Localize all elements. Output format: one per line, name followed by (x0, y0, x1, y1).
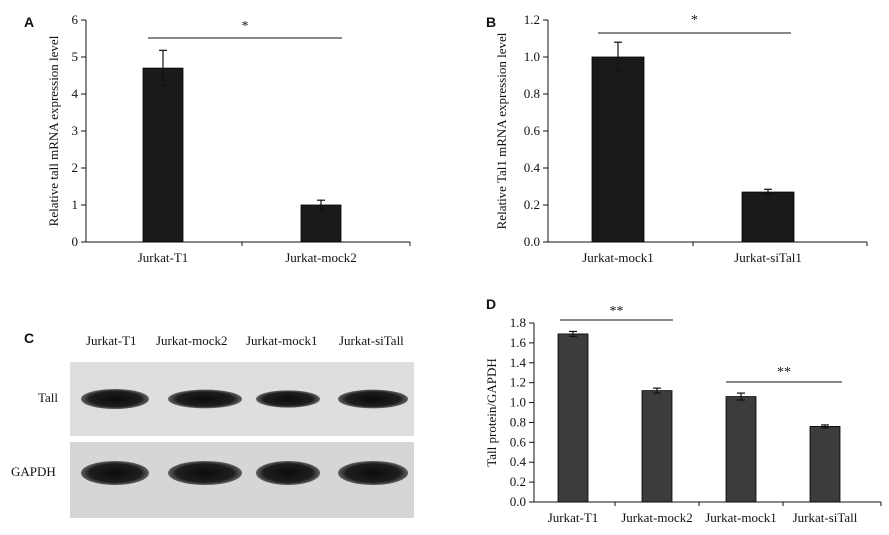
y-tick-label: 1.6 (510, 335, 527, 350)
y-tick-label: 0.6 (510, 434, 527, 449)
y-tick-label: 1.4 (510, 355, 527, 370)
y-tick-label: 1.0 (524, 49, 540, 64)
chart-panel-d: 0.0 0.2 0.4 0.6 0.8 1.0 1.2 1.4 1.6 1.8 Jurkat-T1 J… (484, 304, 882, 525)
x-category-label: Jurkat-mock1 (582, 250, 653, 265)
y-axis-label: Relative Tal1 mRNA expression level (494, 32, 509, 229)
x-category-label: Jurkat-siTall (793, 510, 858, 525)
bar (557, 333, 589, 503)
y-tick-label: 0.4 (510, 454, 527, 469)
blot-lane-label: Jurkat-siTall (339, 333, 404, 348)
panel-letter-c: C (24, 330, 35, 346)
blot-band (81, 461, 149, 485)
bar (641, 390, 673, 503)
y-tick-label: 1.2 (524, 12, 540, 27)
y-tick-label: 0.8 (510, 414, 526, 429)
y-tick-label: 4 (72, 86, 79, 101)
y-tick-label: 1.0 (510, 395, 526, 410)
y-tick-label: 1.8 (510, 315, 526, 330)
blot-row-label: GAPDH (11, 464, 56, 479)
x-category-label: Jurkat-T1 (548, 510, 599, 525)
chart-panel-a: 0 1 2 3 4 5 6 Jurkat-T1 Jurkat-mock2 Relative tal… (46, 12, 411, 265)
y-tick-label: 0.6 (524, 123, 541, 138)
y-tick-label: 0.4 (524, 160, 541, 175)
bar (142, 67, 184, 243)
panel-letter-b: B (486, 14, 497, 30)
y-tick-label: 1.2 (510, 375, 526, 390)
blot-row-label: Tall (38, 390, 59, 405)
y-tick-label: 0.0 (510, 494, 526, 509)
panel-letter-d: D (486, 296, 497, 312)
x-category-label: Jurkat-mock1 (705, 510, 776, 525)
chart-layer: 0 1 2 3 4 5 6 Jurkat-T1 Jurkat-mock2 Relative tal… (46, 12, 882, 525)
significance-marker: * (691, 13, 698, 28)
blot-band (338, 389, 408, 409)
y-tick-label: 1 (72, 197, 79, 212)
y-axis-label: Tall protein/GAPDH (484, 358, 499, 467)
blot-lane-label: Jurkat-mock1 (246, 333, 318, 348)
bar (300, 204, 342, 243)
y-tick-label: 0.2 (510, 474, 526, 489)
bar (591, 56, 645, 243)
significance-marker: ** (610, 304, 624, 319)
significance-marker: * (242, 19, 249, 34)
bar (809, 426, 841, 503)
blot-band (256, 461, 320, 485)
y-tick-label: 0.0 (524, 234, 540, 249)
blot-band (168, 389, 242, 409)
x-category-label: Jurkat-T1 (138, 250, 189, 265)
y-tick-label: 5 (72, 49, 79, 64)
blot-lane-label: Jurkat-T1 (86, 333, 137, 348)
blot-lane-label: Jurkat-mock2 (156, 333, 228, 348)
bar (725, 396, 757, 503)
panel-letter-a: A (24, 14, 35, 30)
x-category-label: Jurkat-mock2 (621, 510, 692, 525)
blot-band (168, 461, 242, 485)
blot-band (338, 461, 408, 485)
bar (741, 191, 795, 243)
blot-band (256, 390, 320, 408)
x-category-label: Jurkat-mock2 (285, 250, 356, 265)
y-tick-label: 0.8 (524, 86, 540, 101)
chart-panel-b: 0.0 0.2 0.4 0.6 0.8 1.0 1.2 Jurkat-mock1 Jurkat-… (494, 12, 868, 265)
y-tick-label: 2 (72, 160, 79, 175)
blot-layer (70, 362, 414, 518)
y-tick-label: 3 (72, 123, 79, 138)
x-category-label: Jurkat-siTal1 (734, 250, 802, 265)
y-axis-label: Relative tall mRNA expression level (46, 35, 61, 226)
y-tick-label: 6 (72, 12, 79, 27)
y-tick-label: 0 (72, 234, 79, 249)
y-tick-label: 0.2 (524, 197, 540, 212)
blot-band (81, 389, 149, 409)
significance-marker: ** (777, 365, 791, 380)
